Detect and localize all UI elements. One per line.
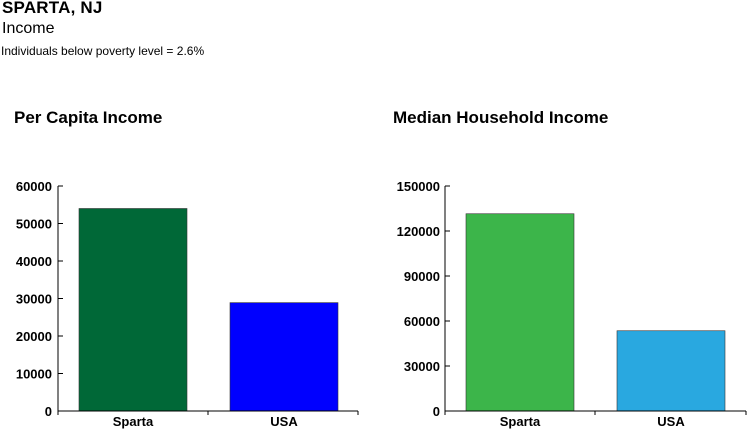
page-title: SPARTA, NJ	[2, 0, 103, 17]
per-capita-y-tick-label: 40000	[16, 254, 52, 269]
per-capita-y-tick-label: 30000	[16, 292, 52, 307]
per-capita-y-tick-label: 0	[45, 404, 52, 419]
per-capita-bar-sparta	[78, 208, 188, 412]
chart-title-per-capita: Per Capita Income	[14, 108, 163, 127]
per-capita-y-tick-label: 20000	[16, 329, 52, 344]
chart-title-median-household: Median Household Income	[393, 108, 609, 127]
per-capita-category-label: Sparta	[113, 414, 154, 429]
per-capita-y-tick-label: 60000	[16, 179, 52, 194]
per-capita-y-tick-label: 50000	[16, 217, 52, 232]
page-subtitle: Income	[2, 20, 55, 37]
per-capita-y-tick-label: 10000	[16, 367, 52, 382]
per-capita-category-label: USA	[270, 414, 298, 429]
poverty-note: Individuals below poverty level = 2.6%	[1, 44, 205, 58]
per-capita-bar-usa	[229, 302, 339, 412]
